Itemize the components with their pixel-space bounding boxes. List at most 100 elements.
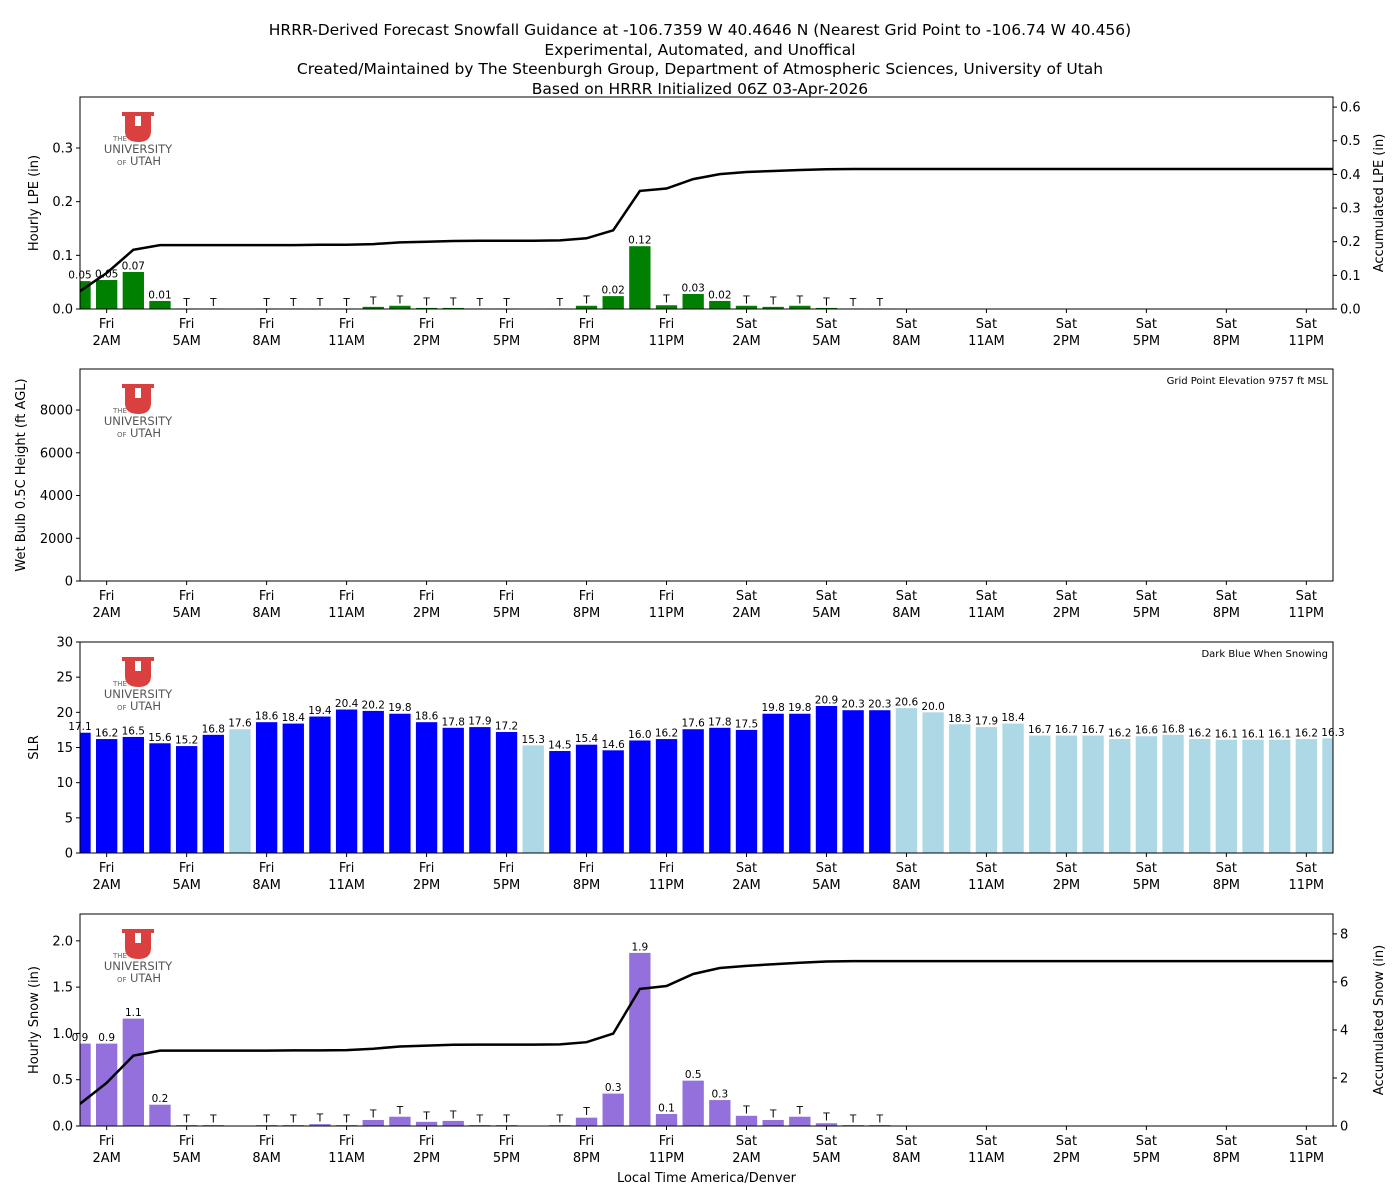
x-tick-time: 5AM — [812, 1151, 840, 1166]
left-tick-label: 30 — [56, 636, 73, 651]
left-axis-label: SLR — [27, 735, 42, 760]
bar — [789, 305, 811, 309]
title-line-3: Created/Maintained by The Steenburgh Gro… — [296, 60, 1104, 78]
bar — [1135, 736, 1158, 853]
bar-value-label: 20.4 — [335, 698, 359, 710]
bar-value-label: 16.5 — [122, 725, 145, 737]
x-tick-time: 11AM — [968, 1151, 1005, 1166]
axes-frame — [79, 368, 1334, 582]
bar-value-label: 0.5 — [685, 1069, 702, 1081]
bar-value-label: 0.05 — [95, 269, 118, 281]
x-tick-time: 11PM — [1289, 1151, 1325, 1166]
right-tick-label: 8 — [1340, 927, 1348, 942]
x-tick-time: 8PM — [1213, 1151, 1240, 1166]
bar — [1162, 734, 1184, 853]
bar-value-label: T — [662, 294, 670, 306]
x-tick-time: 2PM — [1053, 606, 1080, 621]
bar-value-label: 16.1 — [1215, 728, 1238, 740]
logo-the: THE — [112, 680, 127, 688]
x-tick-day: Sat — [1296, 861, 1317, 876]
left-tick-label: 8000 — [40, 404, 73, 419]
left-axis-label: Wet Bulb 0.5C Height (ft AGL) — [14, 378, 29, 571]
bar-value-label: T — [182, 1114, 190, 1126]
x-tick-day: Fri — [659, 1134, 675, 1149]
bar-value-label: T — [769, 1108, 777, 1120]
x-tick-time: 2PM — [413, 334, 440, 349]
bar-value-label: T — [369, 1108, 377, 1120]
x-tick-time: 8AM — [252, 606, 280, 621]
bar-value-label: 16.7 — [1055, 724, 1078, 736]
left-tick-label: 2.0 — [52, 934, 73, 949]
bar-value-label: T — [502, 1114, 510, 1126]
bar — [442, 307, 464, 309]
bar — [442, 1120, 464, 1126]
right-tick-label: 0 — [1340, 1120, 1348, 1135]
bar — [735, 729, 758, 853]
left-tick-label: 6000 — [40, 446, 73, 461]
x-tick-time: 8PM — [1213, 334, 1240, 349]
bar-value-label: 16.7 — [1028, 724, 1051, 736]
x-tick-time: 2PM — [413, 878, 440, 893]
bar-value-label: 20.9 — [815, 695, 838, 707]
bar-value-label: 16.2 — [1108, 728, 1131, 740]
x-tick-day: Fri — [579, 1134, 595, 1149]
bar-value-label: 16.2 — [1295, 728, 1318, 740]
x-tick-day: Fri — [99, 317, 115, 332]
bar — [389, 713, 411, 853]
panel-1: 0.05 0.050.070.01T T T T T T T T T T T T T T0.020.12T0… — [27, 96, 1387, 349]
x-tick-day: Fri — [99, 1134, 115, 1149]
logo-of: OF — [117, 431, 127, 439]
bar-value-label: 20.0 — [921, 701, 944, 713]
bar-value-label: 19.8 — [761, 702, 784, 714]
x-tick-day: Fri — [99, 861, 115, 876]
x-tick-day: Sat — [1136, 317, 1157, 332]
block-u-icon — [122, 384, 154, 414]
x-tick-time: 11AM — [328, 606, 365, 621]
x-tick-time: 8PM — [1213, 878, 1240, 893]
bar — [789, 1116, 811, 1126]
bar-value-label: T — [822, 296, 830, 308]
logo-the: THE — [112, 135, 127, 143]
bar-value-label: T — [582, 294, 590, 306]
bar — [655, 305, 678, 309]
bar-value-label: T — [876, 1114, 884, 1126]
bar-value-label: T — [876, 297, 884, 309]
x-tick-day: Sat — [896, 1134, 917, 1149]
x-tick-day: Sat — [1056, 317, 1077, 332]
x-tick-day: Fri — [99, 589, 115, 604]
bar — [255, 722, 278, 853]
right-tick-label: 2 — [1340, 1071, 1348, 1086]
bar — [202, 734, 224, 853]
bar — [229, 729, 251, 853]
left-tick-label: 15 — [56, 741, 73, 756]
x-tick-day: Fri — [659, 317, 675, 332]
bar-value-label: 17.6 — [681, 718, 705, 730]
bar-value-label: T — [502, 297, 510, 309]
x-tick-time: 2AM — [92, 1151, 120, 1166]
bar — [122, 271, 144, 309]
x-tick-time: 8AM — [252, 334, 280, 349]
bar-value-label: T — [556, 297, 564, 309]
bar — [549, 751, 571, 853]
x-tick-time: 8AM — [892, 606, 920, 621]
right-tick-label: 0.4 — [1340, 168, 1361, 183]
panel-annotation: Dark Blue When Snowing — [1201, 649, 1328, 660]
bar-value-label: 20.6 — [895, 697, 919, 709]
x-tick-day: Fri — [179, 861, 195, 876]
bar — [415, 307, 438, 309]
bar-value-label: 17.8 — [442, 716, 465, 728]
bar-value-label: 0.03 — [681, 282, 704, 294]
bar — [362, 1119, 384, 1126]
bar-value-label: 0.12 — [628, 235, 651, 247]
bar-value-label: T — [422, 1110, 430, 1122]
bar-value-label: 16.2 — [1188, 728, 1211, 740]
bar — [922, 712, 944, 853]
x-tick-time: 5PM — [493, 878, 520, 893]
bar — [602, 296, 624, 309]
x-tick-day: Fri — [499, 1134, 515, 1149]
x-tick-time: 11PM — [649, 878, 685, 893]
x-tick-time: 5PM — [1133, 334, 1160, 349]
bar — [709, 300, 731, 309]
bar-value-label: T — [396, 294, 404, 306]
